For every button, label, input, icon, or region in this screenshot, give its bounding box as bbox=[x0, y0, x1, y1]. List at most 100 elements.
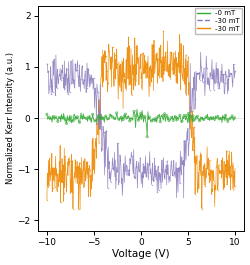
Point bbox=[175, 166, 179, 171]
Point bbox=[54, 115, 58, 119]
Point bbox=[214, 165, 218, 169]
Point bbox=[186, 111, 190, 116]
Point bbox=[86, 172, 90, 176]
Point bbox=[171, 118, 175, 122]
Point bbox=[100, 84, 104, 88]
Point bbox=[93, 119, 97, 123]
Point bbox=[120, 79, 124, 83]
Point bbox=[178, 113, 182, 117]
Point bbox=[78, 120, 82, 124]
Point bbox=[188, 105, 192, 109]
Point bbox=[130, 93, 134, 97]
Point bbox=[147, 162, 151, 167]
Point bbox=[152, 156, 156, 161]
Point bbox=[103, 130, 107, 134]
Point bbox=[73, 117, 77, 121]
Point bbox=[200, 206, 204, 211]
Point bbox=[155, 59, 159, 63]
Point bbox=[156, 114, 160, 119]
Point bbox=[108, 180, 112, 184]
Point bbox=[64, 182, 68, 187]
Point bbox=[139, 52, 143, 56]
Point bbox=[45, 62, 49, 66]
Point bbox=[112, 166, 116, 171]
Point bbox=[228, 164, 232, 168]
Point bbox=[224, 113, 228, 117]
Point bbox=[113, 53, 117, 57]
Point bbox=[198, 168, 202, 173]
Point bbox=[180, 64, 184, 69]
Point bbox=[229, 174, 233, 178]
Point bbox=[218, 86, 222, 90]
Point bbox=[192, 86, 196, 90]
Point bbox=[49, 116, 53, 120]
Point bbox=[71, 206, 75, 211]
Point bbox=[94, 143, 98, 147]
Point bbox=[194, 158, 198, 162]
Point bbox=[154, 177, 158, 181]
Point bbox=[132, 109, 136, 113]
Point bbox=[118, 62, 122, 66]
Point bbox=[191, 114, 195, 118]
Point bbox=[140, 174, 144, 178]
Point bbox=[208, 116, 212, 120]
Point bbox=[174, 115, 178, 119]
Point bbox=[80, 64, 84, 68]
Point bbox=[76, 207, 80, 211]
Point bbox=[57, 160, 61, 164]
Point bbox=[74, 165, 78, 169]
Y-axis label: Normalized Kerr Intensity (a.u.): Normalized Kerr Intensity (a.u.) bbox=[6, 52, 15, 184]
Point bbox=[176, 166, 180, 170]
Point bbox=[142, 167, 146, 171]
Point bbox=[158, 179, 162, 183]
Point bbox=[87, 84, 91, 89]
Point bbox=[132, 77, 136, 81]
Point bbox=[185, 59, 189, 63]
Point bbox=[176, 64, 180, 68]
Point bbox=[90, 139, 94, 143]
Point bbox=[196, 71, 200, 75]
Point bbox=[96, 90, 100, 94]
Point bbox=[189, 114, 193, 118]
Point bbox=[64, 121, 68, 126]
Point bbox=[167, 118, 171, 123]
Point bbox=[162, 54, 166, 59]
Point bbox=[95, 119, 99, 123]
Point bbox=[159, 75, 163, 80]
Point bbox=[73, 158, 77, 162]
Point bbox=[218, 169, 222, 173]
Point bbox=[130, 154, 134, 158]
Point bbox=[184, 53, 188, 57]
Point bbox=[121, 60, 125, 64]
Point bbox=[113, 174, 117, 178]
Point bbox=[189, 110, 193, 114]
Point bbox=[145, 135, 149, 139]
Point bbox=[54, 173, 58, 177]
Point bbox=[138, 112, 142, 116]
Point bbox=[208, 87, 212, 92]
Point bbox=[228, 74, 232, 78]
Point bbox=[98, 121, 102, 125]
Point bbox=[102, 130, 105, 134]
Point bbox=[86, 115, 90, 119]
Point bbox=[91, 112, 95, 116]
Point bbox=[125, 45, 129, 50]
Point bbox=[144, 174, 148, 178]
Point bbox=[226, 119, 230, 123]
Point bbox=[160, 166, 164, 171]
Point bbox=[59, 78, 63, 82]
Point bbox=[97, 108, 101, 112]
Point bbox=[138, 65, 142, 69]
Point bbox=[216, 188, 220, 192]
Point bbox=[195, 71, 199, 75]
Point bbox=[181, 77, 185, 82]
Point bbox=[121, 117, 125, 122]
Point bbox=[150, 119, 154, 123]
Point bbox=[136, 56, 140, 60]
Point bbox=[172, 51, 175, 55]
Point bbox=[143, 59, 147, 63]
Point bbox=[134, 165, 138, 169]
Point bbox=[215, 115, 219, 119]
Point bbox=[100, 147, 104, 151]
Point bbox=[102, 116, 105, 121]
